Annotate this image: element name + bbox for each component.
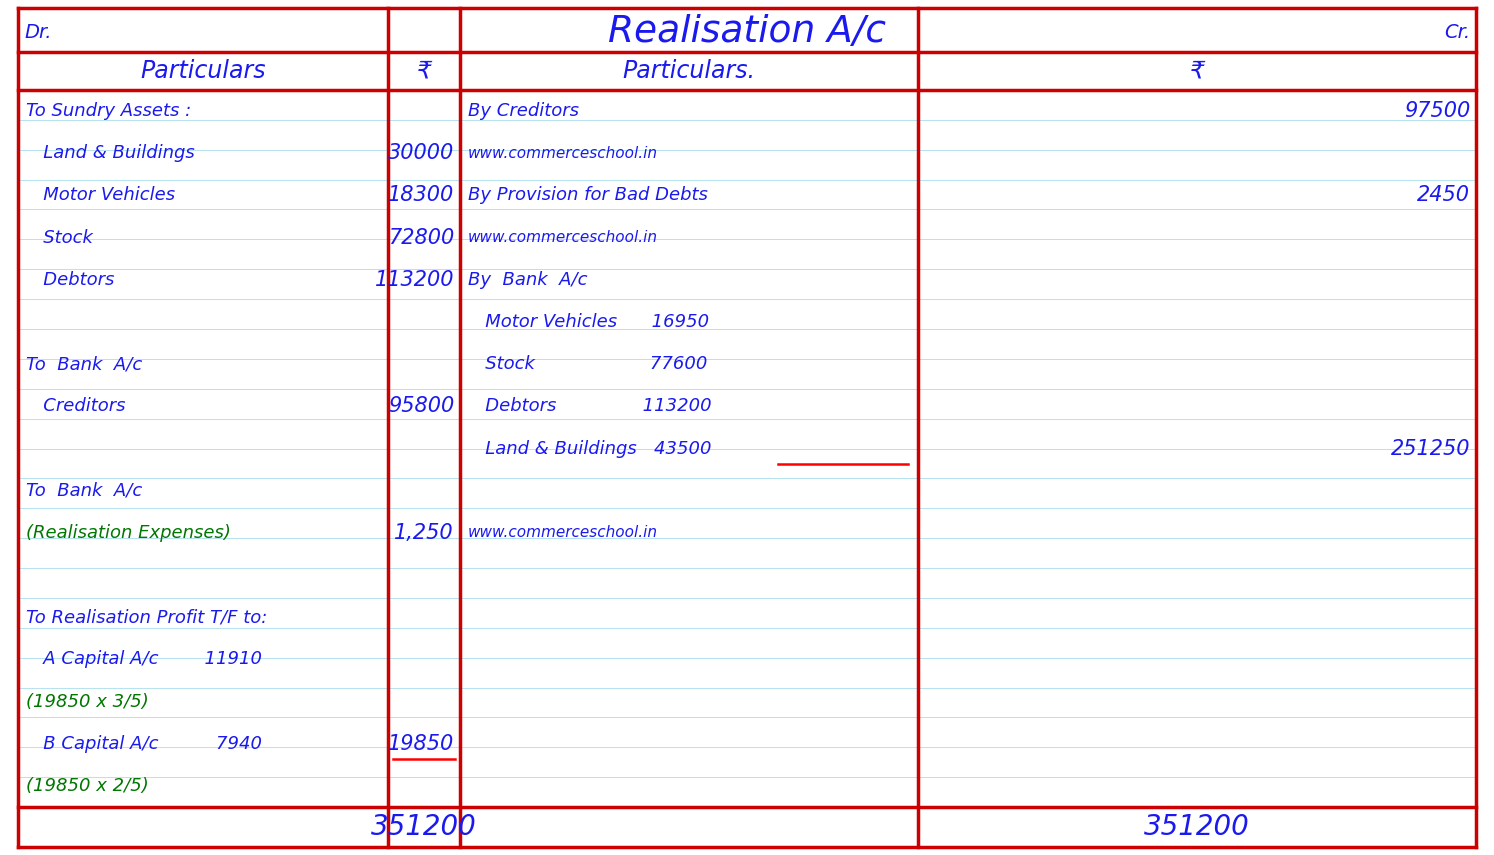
- Text: ₹: ₹: [417, 59, 432, 83]
- Text: www.commerceschool.in: www.commerceschool.in: [468, 230, 657, 245]
- Text: To  Bank  A/c: To Bank A/c: [25, 481, 142, 499]
- Text: 2450: 2450: [1416, 186, 1470, 205]
- Text: Motor Vehicles: Motor Vehicles: [25, 186, 175, 204]
- Text: Land & Buildings: Land & Buildings: [25, 144, 194, 162]
- Text: Cr.: Cr.: [1443, 23, 1470, 42]
- Text: (19850 x 2/5): (19850 x 2/5): [25, 777, 149, 795]
- Text: 113200: 113200: [375, 270, 454, 290]
- Text: ₹: ₹: [1189, 59, 1204, 83]
- Text: (19850 x 3/5): (19850 x 3/5): [25, 693, 149, 711]
- Text: 351200: 351200: [1144, 813, 1250, 841]
- Text: By Creditors: By Creditors: [468, 102, 580, 120]
- Text: 251250: 251250: [1391, 439, 1470, 458]
- Text: Stock: Stock: [25, 228, 93, 246]
- Text: (Realisation Expenses): (Realisation Expenses): [25, 524, 232, 542]
- Text: 97500: 97500: [1404, 101, 1470, 121]
- Text: B Capital A/c          7940: B Capital A/c 7940: [25, 734, 261, 752]
- Text: 72800: 72800: [388, 227, 454, 248]
- Text: Realisation A/c: Realisation A/c: [608, 15, 886, 50]
- Text: Stock                    77600: Stock 77600: [468, 355, 707, 373]
- Text: Particulars.: Particulars.: [623, 59, 756, 83]
- Text: Motor Vehicles      16950: Motor Vehicles 16950: [468, 313, 710, 331]
- Text: 30000: 30000: [388, 144, 454, 163]
- Text: By  Bank  A/c: By Bank A/c: [468, 271, 587, 289]
- Text: 19850: 19850: [388, 734, 454, 754]
- Text: 95800: 95800: [388, 397, 454, 416]
- Text: To Realisation Profit T/F to:: To Realisation Profit T/F to:: [25, 608, 267, 626]
- Text: By Provision for Bad Debts: By Provision for Bad Debts: [468, 186, 708, 204]
- Text: 1,250: 1,250: [394, 523, 454, 543]
- Text: To  Bank  A/c: To Bank A/c: [25, 355, 142, 373]
- Text: 351200: 351200: [371, 813, 477, 841]
- Text: Creditors: Creditors: [25, 398, 125, 416]
- Text: www.commerceschool.in: www.commerceschool.in: [468, 145, 657, 161]
- Text: Particulars: Particulars: [140, 59, 266, 83]
- Text: 18300: 18300: [388, 186, 454, 205]
- Text: To Sundry Assets :: To Sundry Assets :: [25, 102, 191, 120]
- Text: A Capital A/c        11910: A Capital A/c 11910: [25, 651, 261, 669]
- Text: Debtors               113200: Debtors 113200: [468, 398, 711, 416]
- Text: Debtors: Debtors: [25, 271, 115, 289]
- Text: www.commerceschool.in: www.commerceschool.in: [468, 525, 657, 540]
- Text: Land & Buildings   43500: Land & Buildings 43500: [468, 439, 711, 457]
- Text: Dr.: Dr.: [24, 23, 51, 42]
